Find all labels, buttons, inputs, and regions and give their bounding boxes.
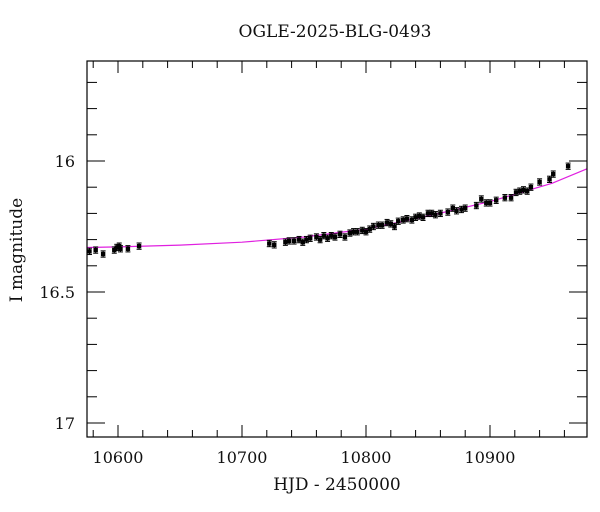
plot-frame — [86, 60, 588, 438]
x-tick-label: 10700 — [217, 448, 268, 467]
y-tick-label: 16 — [55, 152, 75, 171]
y-tick-label: 16.5 — [39, 283, 75, 302]
x-axis-label: HJD - 2450000 — [273, 475, 401, 495]
x-tick-label: 10600 — [93, 448, 144, 467]
chart-title: OGLE-2025-BLG-0493 — [238, 22, 432, 42]
data-points — [87, 162, 571, 258]
x-tick-label: 10900 — [465, 448, 516, 467]
y-tick-label: 17 — [55, 414, 75, 433]
x-tick-label: 10800 — [341, 448, 392, 467]
axis-ticks — [87, 61, 587, 437]
tick-labels: 10600 10700 10800 10900 16 16.5 17 — [39, 152, 515, 467]
